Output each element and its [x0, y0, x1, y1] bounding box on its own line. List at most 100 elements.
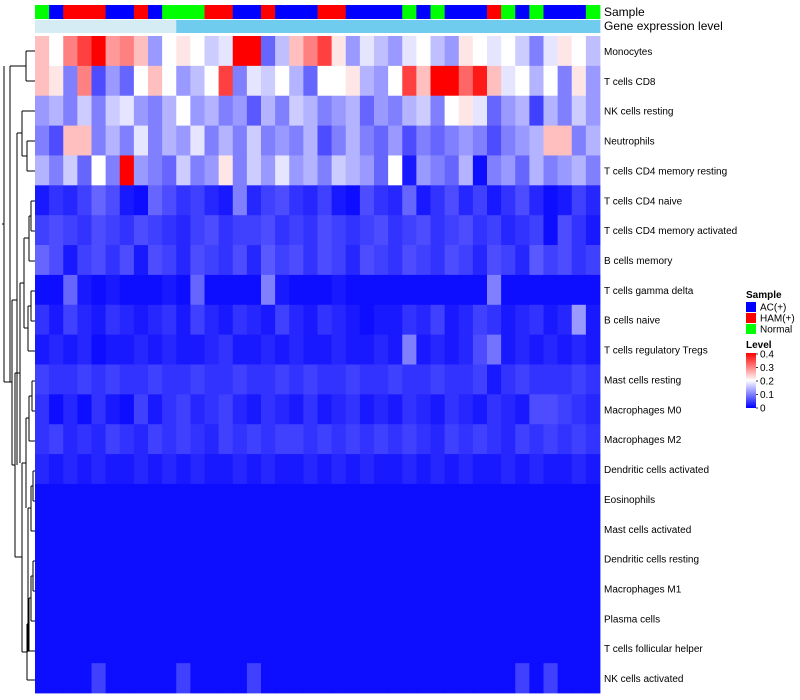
- heatmap-cell: [119, 543, 135, 574]
- heatmap-cell: [501, 95, 516, 126]
- heatmap-cell: [190, 454, 205, 485]
- heatmap-cell: [331, 573, 347, 604]
- heatmap-cell: [63, 663, 78, 694]
- heatmap-cell: [345, 304, 361, 336]
- heatmap-cell: [402, 36, 417, 67]
- sample-annotation-cell: [317, 5, 333, 19]
- heatmap-cell: [162, 454, 177, 485]
- heatmap-cell: [388, 65, 403, 97]
- heatmap-cell: [49, 513, 64, 545]
- heatmap-cell: [317, 573, 333, 604]
- heatmap-cell: [190, 65, 205, 97]
- heatmap-cell: [275, 454, 290, 485]
- heatmap-cell: [289, 65, 304, 97]
- heatmap-cell: [275, 125, 290, 156]
- heatmap-cell: [246, 125, 262, 156]
- heatmap-cell: [317, 36, 333, 67]
- heatmap-cell: [119, 185, 135, 216]
- heatmap-cell: [388, 573, 403, 604]
- heatmap-cell: [275, 364, 290, 395]
- gene-expression-annotation-cell: [91, 20, 107, 33]
- row-dendrogram: [2, 50, 35, 681]
- heatmap-cell: [529, 334, 544, 365]
- heatmap-cell: [148, 424, 163, 455]
- heatmap-cell: [472, 274, 488, 306]
- heatmap-cell: [77, 603, 92, 634]
- heatmap-cell: [585, 185, 601, 216]
- heatmap-cell: [585, 603, 601, 634]
- heatmap-cell: [345, 543, 361, 574]
- heatmap-cell: [162, 543, 177, 574]
- heatmap-cell: [501, 633, 516, 664]
- heatmap-cell: [331, 454, 347, 485]
- heatmap-cell: [317, 603, 333, 634]
- heatmap-cell: [303, 334, 318, 365]
- heatmap-cell: [49, 454, 64, 485]
- heatmap-cell: [331, 334, 347, 365]
- heatmap-cell: [162, 573, 177, 604]
- heatmap-cell: [162, 245, 177, 276]
- heatmap-cell: [444, 483, 460, 515]
- heatmap-cell: [501, 513, 516, 545]
- heatmap-cell: [289, 364, 304, 395]
- heatmap-cell: [501, 483, 516, 515]
- heatmap-cell: [430, 543, 446, 574]
- heatmap-cell: [261, 364, 276, 395]
- heatmap-cell: [388, 513, 403, 545]
- heatmap-cell: [388, 394, 403, 425]
- heatmap-cell: [246, 245, 262, 276]
- heatmap-cell: [246, 603, 262, 634]
- heatmap-cell: [529, 215, 544, 246]
- heatmap-cell: [571, 125, 587, 156]
- heatmap-cell: [35, 36, 50, 67]
- gene-expression-annotation-cell: [49, 20, 64, 33]
- heatmap-cell: [35, 513, 50, 545]
- heatmap-cell: [49, 364, 64, 395]
- heatmap-cell: [63, 274, 78, 306]
- heatmap-cell: [359, 663, 375, 694]
- heatmap-cell: [359, 483, 375, 515]
- gene-expression-annotation-cell: [345, 20, 361, 33]
- heatmap-cell: [487, 513, 502, 545]
- heatmap-cell: [543, 364, 559, 395]
- heatmap-cell: [246, 633, 262, 664]
- heatmap-cell: [289, 603, 304, 634]
- heatmap-cell: [487, 573, 502, 604]
- level-legend-tick-label: 0.3: [760, 363, 774, 374]
- heatmap-cell: [105, 543, 121, 574]
- heatmap-cell: [190, 155, 205, 186]
- heatmap-cell: [63, 483, 78, 515]
- sample-annotation-cell: [133, 5, 149, 19]
- heatmap-cell: [331, 36, 347, 67]
- heatmap-cell: [275, 36, 290, 67]
- heatmap-cell: [232, 95, 248, 126]
- heatmap-cell: [91, 36, 107, 67]
- heatmap-cell: [162, 603, 177, 634]
- gene-expression-annotation-cell: [487, 20, 502, 33]
- dendrogram-branch: [26, 380, 35, 442]
- heatmap-cell: [402, 65, 417, 97]
- sample-annotation-cell: [345, 5, 361, 19]
- heatmap-cell: [331, 424, 347, 455]
- heatmap-cell: [119, 483, 135, 515]
- sample-annotation-cell: [331, 5, 347, 19]
- heatmap-cell: [162, 334, 177, 365]
- heatmap-cell: [444, 215, 460, 246]
- heatmap-cell: [529, 483, 544, 515]
- heatmap-cell: [345, 36, 361, 67]
- gene-expression-annotation-cell: [458, 20, 474, 33]
- heatmap-cell: [543, 245, 559, 276]
- heatmap-cell: [63, 245, 78, 276]
- heatmap-cell: [416, 603, 431, 634]
- heatmap-cell: [35, 663, 50, 694]
- heatmap-cell: [63, 65, 78, 97]
- gene-expression-annotation-bar: [35, 20, 601, 33]
- heatmap-cell: [388, 245, 403, 276]
- gene-expression-annotation-cell: [515, 20, 530, 33]
- heatmap-cell: [472, 155, 488, 186]
- heatmap-cell: [63, 633, 78, 664]
- heatmap-cell: [472, 245, 488, 276]
- sample-annotation-cell: [35, 5, 50, 19]
- heatmap-cell: [458, 573, 474, 604]
- heatmap-cell: [105, 573, 121, 604]
